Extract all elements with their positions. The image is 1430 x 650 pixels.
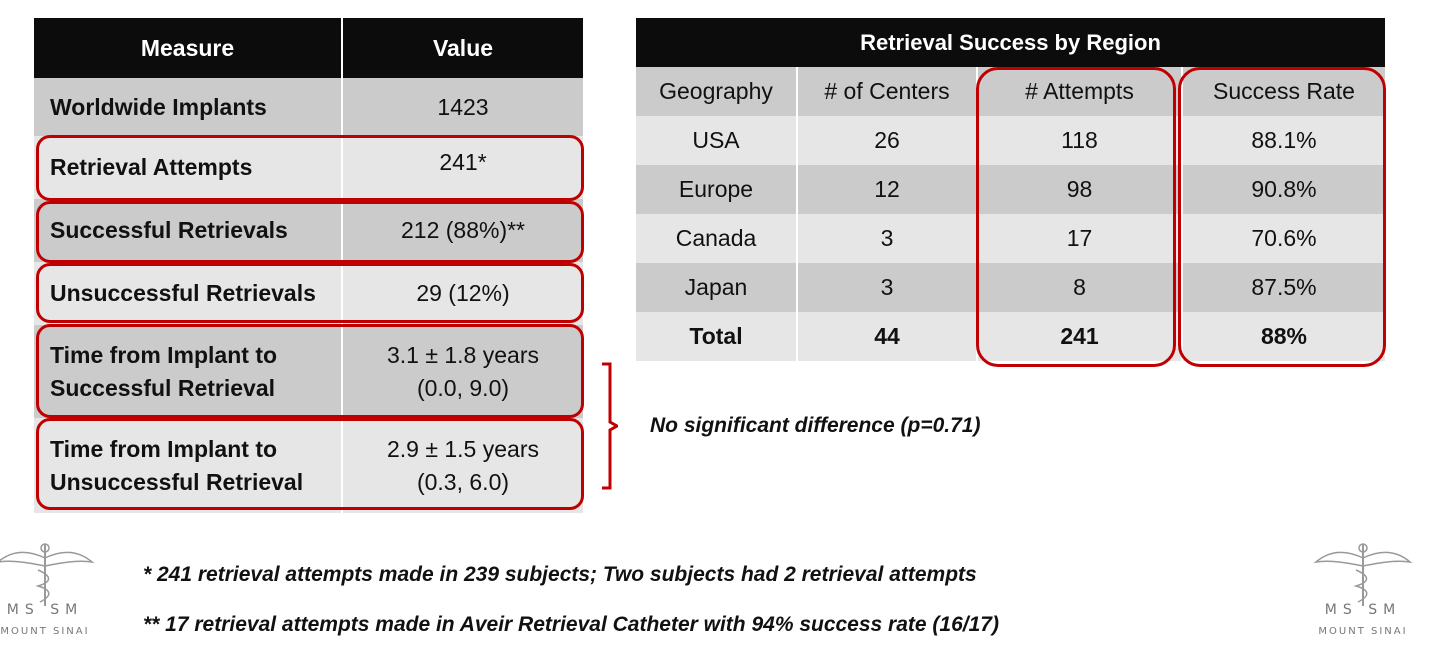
- attempts-cell: 241: [976, 312, 1181, 361]
- geography-cell: USA: [692, 127, 740, 153]
- measure-label-line2: Successful Retrieval: [50, 374, 276, 401]
- measure-label: Worldwide Implants: [50, 93, 267, 120]
- measures-table: Measure Value Worldwide Implants 1423 Re…: [34, 18, 583, 513]
- table-row-total: Total 44 241 88%: [636, 312, 1385, 361]
- logo-letters: MS SM: [6, 602, 84, 618]
- table-row: Japan 3 8 87.5%: [636, 263, 1385, 312]
- highlight-box: [36, 135, 584, 201]
- header-attempts: # Attempts: [976, 67, 1181, 116]
- table-row: Time from Implant to Successful Retrieva…: [34, 325, 583, 418]
- annotation-text: No significant difference (p=0.71): [650, 414, 981, 437]
- measures-table-header: Measure Value: [34, 18, 583, 78]
- mount-sinai-logo: MS SM MOUNT SINAI: [1308, 540, 1418, 650]
- header-success-rate: Success Rate: [1181, 67, 1385, 116]
- measure-label-line1: Time from Implant to: [50, 341, 278, 368]
- measure-value: 29 (12%): [416, 280, 510, 306]
- success-rate-cell: 88%: [1181, 312, 1385, 361]
- centers-cell: 26: [796, 116, 976, 165]
- table-row: Unsuccessful Retrievals 29 (12%): [34, 262, 583, 325]
- footnote: ** 17 retrieval attempts made in Aveir R…: [143, 613, 999, 636]
- geography-cell: Japan: [684, 274, 748, 300]
- success-rate-column-highlight: [1178, 67, 1386, 367]
- caduceus-icon: [0, 543, 95, 606]
- header-measure: Measure: [34, 18, 343, 78]
- measure-label: Unsuccessful Retrievals: [50, 280, 316, 306]
- region-table-title: Retrieval Success by Region: [636, 18, 1385, 67]
- measure-value-line1: 2.9 ± 1.5 years: [387, 435, 539, 462]
- highlight-box: [36, 324, 584, 418]
- region-table-header: Geography # of Centers # Attempts Succes…: [636, 67, 1385, 116]
- centers-cell: 44: [796, 312, 976, 361]
- header-centers: # of Centers: [796, 67, 976, 116]
- geography-cell: Total: [689, 323, 743, 349]
- table-row: Time from Implant to Unsuccessful Retrie…: [34, 418, 583, 513]
- caduceus-icon: [1313, 543, 1413, 606]
- table-row: USA 26 118 88.1%: [636, 116, 1385, 165]
- highlight-box: [36, 418, 584, 510]
- measure-value: 1423: [437, 93, 489, 120]
- measure-label: Successful Retrievals: [50, 217, 288, 243]
- measure-value-line1: 3.1 ± 1.8 years: [387, 341, 539, 368]
- centers-cell: 3: [796, 214, 976, 263]
- measure-label: Retrieval Attempts: [50, 154, 253, 180]
- table-row: Retrieval Attempts 241*: [34, 136, 583, 199]
- success-rate-cell: 70.6%: [1181, 214, 1385, 263]
- success-rate-cell: 87.5%: [1181, 263, 1385, 312]
- measure-label-line2: Unsuccessful Retrieval: [50, 468, 304, 495]
- header-geography: Geography: [659, 78, 773, 104]
- measure-value-line2: (0.0, 9.0): [416, 374, 510, 401]
- table-row: Europe 12 98 90.8%: [636, 165, 1385, 214]
- measure-value-line2: (0.3, 6.0): [416, 468, 510, 495]
- right-brace-icon: [602, 362, 618, 490]
- attempts-column-highlight: [976, 67, 1176, 367]
- success-rate-cell: 90.8%: [1181, 165, 1385, 214]
- mount-sinai-logo: MS SM MOUNT SINAI: [0, 540, 100, 650]
- centers-cell: 12: [796, 165, 976, 214]
- logo-name: MOUNT SINAI: [0, 626, 90, 637]
- header-value: Value: [432, 34, 494, 61]
- measure-value: 212 (88%)**: [400, 217, 526, 243]
- measure-value: 241*: [439, 149, 487, 175]
- measure-label-line1: Time from Implant to: [50, 435, 278, 462]
- footnote: * 241 retrieval attempts made in 239 sub…: [143, 563, 977, 586]
- region-table: Retrieval Success by Region Geography # …: [636, 18, 1385, 361]
- geography-cell: Canada: [675, 225, 757, 251]
- logo-name: MOUNT SINAI: [1318, 626, 1408, 637]
- logo-letters: MS SM: [1324, 602, 1402, 618]
- geography-cell: Europe: [678, 176, 754, 202]
- table-row: Successful Retrievals 212 (88%)**: [34, 199, 583, 262]
- table-row: Canada 3 17 70.6%: [636, 214, 1385, 263]
- highlight-box: [36, 263, 584, 323]
- success-rate-cell: 88.1%: [1181, 116, 1385, 165]
- table-row: Worldwide Implants 1423: [34, 78, 583, 136]
- highlight-box: [36, 201, 584, 263]
- centers-cell: 3: [796, 263, 976, 312]
